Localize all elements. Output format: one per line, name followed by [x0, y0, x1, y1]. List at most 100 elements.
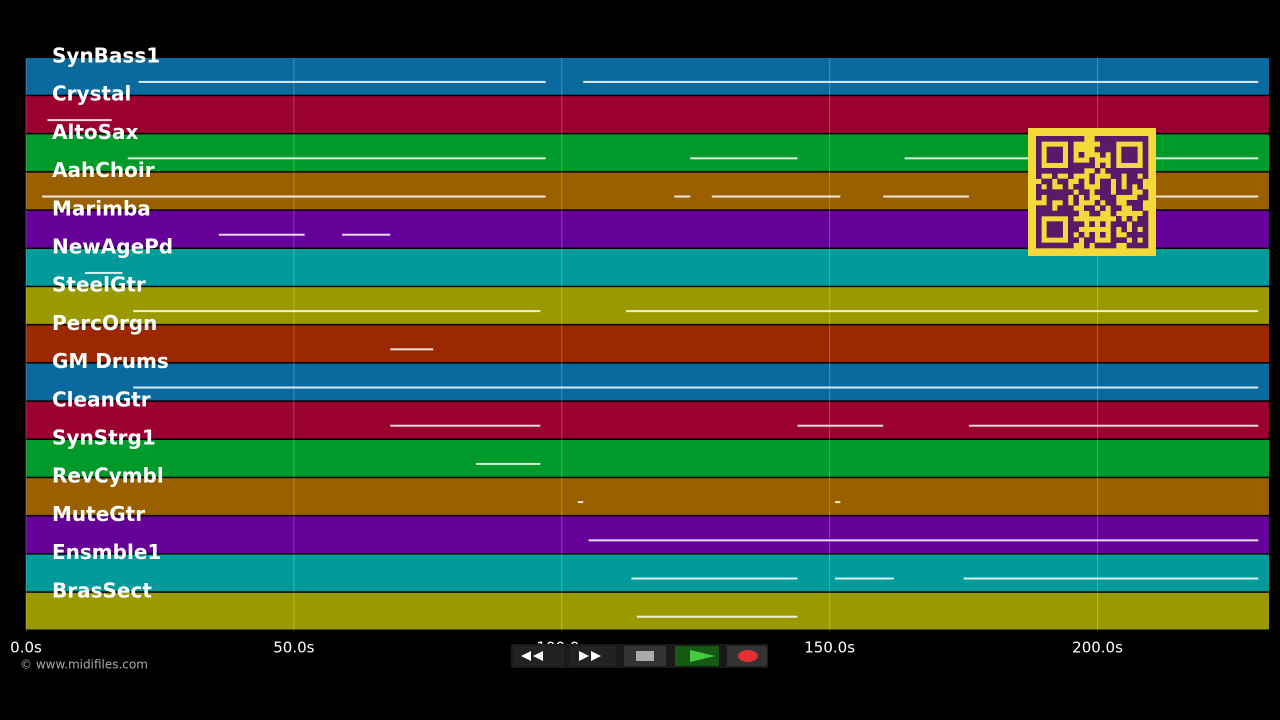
qr-cell [1105, 168, 1111, 174]
note-span [963, 577, 1259, 580]
qr-cell [1142, 146, 1149, 153]
qr-cell [1046, 189, 1053, 195]
record-icon [738, 650, 758, 662]
qr-cell [1041, 242, 1047, 249]
qr-cell [1052, 136, 1058, 142]
qr-cell [1062, 194, 1069, 201]
record-button[interactable] [727, 646, 767, 666]
qr-cell [1068, 146, 1074, 153]
note-span [127, 157, 546, 160]
qr-cell [1057, 178, 1063, 185]
qr-cell [1110, 242, 1117, 249]
qr-cell [1073, 226, 1079, 233]
qr-cell [1110, 226, 1117, 233]
qr-cell [1100, 162, 1106, 169]
qr-cell [1132, 205, 1138, 211]
qr-cell [1121, 189, 1127, 195]
qr-cell [1052, 146, 1058, 153]
stop-icon [636, 651, 654, 661]
qr-cell [1057, 157, 1063, 163]
qr-cell [1036, 237, 1042, 243]
qr-cell [1041, 178, 1047, 185]
note-span [390, 424, 541, 427]
stop-button[interactable] [624, 646, 666, 666]
qr-cell [1110, 157, 1117, 163]
qr-cell [1116, 168, 1122, 174]
play-button[interactable] [675, 646, 719, 666]
qr-cell [1137, 216, 1143, 222]
qr-cell [1052, 226, 1058, 233]
qr-cell [1137, 200, 1143, 206]
qr-cell [1142, 216, 1149, 222]
qr-cell [1036, 205, 1042, 211]
rewind-button[interactable] [514, 646, 564, 666]
track-name: Crystal [52, 82, 131, 106]
qr-cell [1142, 136, 1149, 142]
track-band [26, 516, 1269, 554]
qr-cell [1084, 162, 1090, 169]
qr-cell [1100, 242, 1106, 249]
qr-cell [1057, 168, 1063, 174]
qr-code [1028, 128, 1156, 256]
qr-cell [1041, 136, 1047, 142]
track-band [26, 58, 1269, 95]
qr-cell [1100, 189, 1106, 195]
qr-cell [1057, 242, 1063, 249]
note-span [711, 195, 841, 198]
qr-cell [1126, 152, 1133, 158]
qr-cell [1126, 242, 1133, 249]
qr-cell [1036, 152, 1042, 158]
qr-cell [1068, 205, 1074, 211]
qr-cell [1116, 221, 1122, 227]
note-span [476, 462, 541, 465]
x-tick-label: 200.0s [1072, 639, 1123, 657]
qr-cell [1046, 157, 1053, 163]
note-span [133, 310, 541, 313]
qr-cell [1121, 168, 1127, 174]
qr-cell [1068, 152, 1074, 158]
qr-cell [1062, 178, 1069, 185]
qr-cell [1046, 205, 1053, 211]
qr-cell [1036, 184, 1042, 190]
qr-cell [1137, 184, 1143, 190]
qr-cell [1132, 146, 1138, 153]
qr-cell [1132, 200, 1138, 206]
qr-cell [1110, 200, 1117, 206]
qr-cell [1046, 210, 1053, 217]
note-span [577, 501, 584, 504]
rewind-icon [521, 651, 543, 661]
qr-cell [1110, 162, 1117, 169]
track-band [26, 363, 1269, 401]
qr-cell [1137, 194, 1143, 201]
track-band [26, 287, 1269, 324]
qr-cell [1057, 189, 1063, 195]
note-span [42, 195, 546, 198]
qr-cell [1137, 178, 1143, 185]
note-span [626, 310, 1259, 313]
x-tick-label: 50.0s [273, 639, 314, 657]
qr-cell [1116, 184, 1122, 190]
qr-cell [1126, 136, 1133, 142]
note-span [218, 233, 305, 236]
qr-cell [1057, 226, 1063, 233]
qr-cell [1084, 242, 1090, 249]
qr-cell [1057, 152, 1063, 158]
forward-button[interactable] [570, 646, 616, 666]
qr-cell [1057, 210, 1063, 217]
track-band [26, 592, 1269, 630]
qr-cell [1052, 157, 1058, 163]
track-name: NewAgePd [52, 235, 173, 259]
qr-cell [1132, 173, 1138, 179]
qr-cell [1142, 168, 1149, 174]
qr-cell [1094, 146, 1101, 153]
qr-cell [1110, 232, 1117, 238]
qr-cell [1036, 189, 1042, 195]
qr-cell [1052, 221, 1058, 227]
track-band [26, 96, 1269, 133]
qr-cell [1046, 184, 1053, 190]
qr-cell [1057, 232, 1063, 238]
qr-cell [1036, 216, 1042, 222]
qr-cell [1046, 136, 1053, 142]
qr-cell [1105, 184, 1111, 190]
